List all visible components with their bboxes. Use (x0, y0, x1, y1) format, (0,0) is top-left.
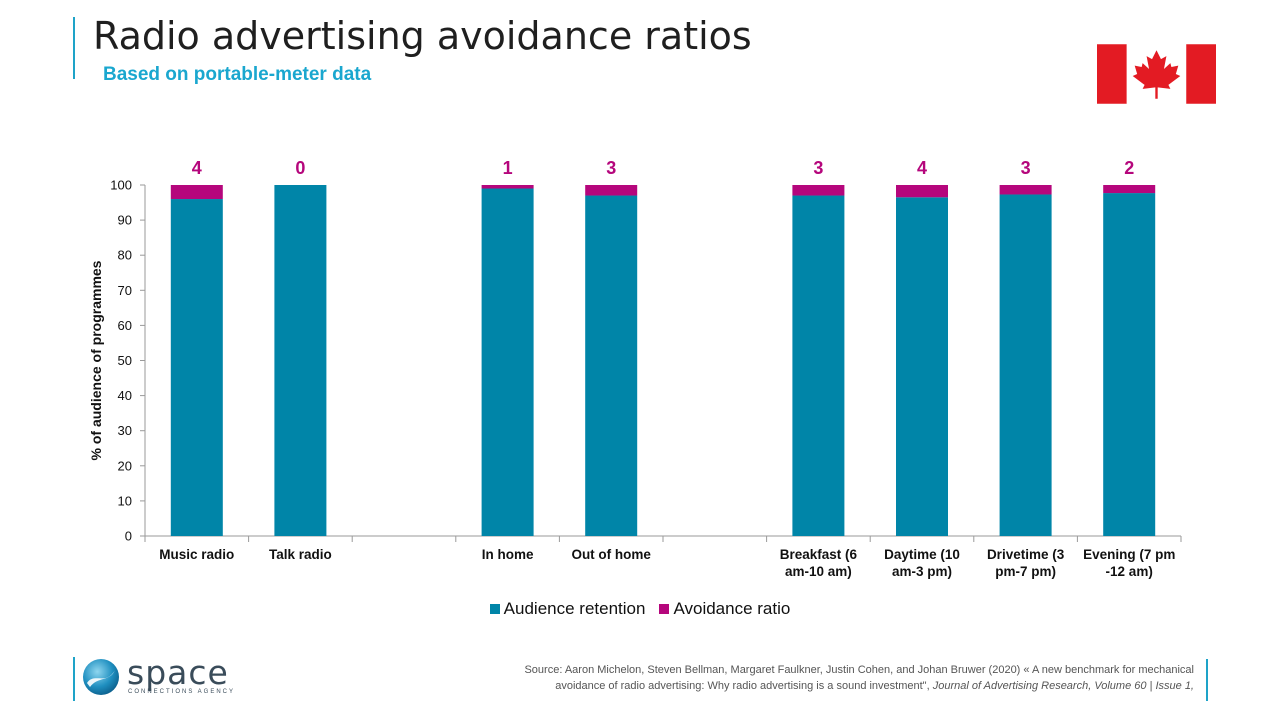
bar-retention (274, 185, 327, 536)
legend-swatch-retention (489, 604, 500, 614)
bar-avoidance (481, 185, 534, 189)
bar-retention (481, 188, 534, 536)
bar-avoidance (999, 185, 1052, 195)
legend-item-avoidance: Avoidance ratio (659, 599, 790, 619)
y-tick-label: 20 (118, 458, 132, 473)
y-tick-label: 90 (118, 213, 132, 228)
y-tick-label: 10 (118, 493, 132, 508)
space-logo: space CONNECTIONS AGENCY (82, 653, 233, 701)
data-label: 3 (1021, 158, 1031, 178)
y-tick-label: 40 (118, 388, 132, 403)
x-tick-label: Out of home (571, 547, 651, 562)
space-logo-icon (83, 659, 119, 695)
x-tick-label: Evening (7 pm (1083, 547, 1175, 562)
x-tick-label: am-3 pm) (892, 564, 952, 579)
canada-flag-icon (1097, 44, 1216, 104)
source-line-2-journal: Journal of Advertising Research, Volume … (932, 680, 1194, 692)
x-tick-label: pm-7 pm) (995, 564, 1056, 579)
logo-wordmark: space (127, 653, 229, 692)
bar-retention (896, 197, 948, 536)
x-tick-label: Talk radio (269, 547, 332, 562)
legend-label-avoidance: Avoidance ratio (673, 599, 791, 618)
y-tick-label: 100 (110, 178, 132, 193)
data-label: 4 (192, 158, 202, 178)
title-accent-bar (73, 17, 75, 79)
bar-avoidance (1103, 185, 1156, 194)
legend-swatch-avoidance (659, 604, 670, 614)
bar-avoidance (792, 185, 845, 196)
logo-tagline: CONNECTIONS AGENCY (128, 689, 236, 695)
source-citation: Source: Aaron Michelon, Steven Bellman, … (524, 662, 1194, 694)
y-tick-label: 50 (118, 353, 132, 368)
x-tick-label: am-10 am) (785, 564, 852, 579)
y-tick-label: 80 (118, 248, 132, 263)
bar-retention (792, 195, 845, 536)
y-tick-label: 0 (125, 529, 132, 544)
page-subtitle: Based on portable-meter data (103, 64, 372, 85)
x-tick-label: Drivetime (3 (987, 547, 1065, 562)
chart-legend: Audience retention Avoidance ratio (0, 599, 1280, 619)
x-tick-label: Music radio (159, 547, 234, 562)
x-tick-label: In home (482, 547, 534, 562)
data-label: 3 (813, 158, 823, 178)
data-label: 1 (503, 158, 513, 178)
bar-avoidance (896, 185, 948, 198)
data-label: 0 (295, 158, 305, 178)
footer-accent-bar (73, 657, 75, 701)
bar-retention (170, 199, 223, 537)
y-tick-label: 30 (118, 423, 132, 438)
source-line-2-plain: avoidance of radio advertising: Why radi… (555, 680, 930, 692)
legend-label-retention: Audience retention (503, 599, 646, 618)
bar-retention (585, 195, 638, 536)
x-tick-label: Daytime (10 (884, 547, 960, 562)
y-tick-label: 60 (118, 318, 132, 333)
bar-avoidance (585, 185, 638, 196)
bar-avoidance (170, 185, 223, 200)
legend-item-retention: Audience retention (489, 599, 646, 619)
source-line-1: Source: Aaron Michelon, Steven Bellman, … (524, 664, 1194, 676)
page-title: Radio advertising avoidance ratios (93, 14, 752, 58)
data-label: 3 (606, 158, 616, 178)
y-tick-label: 70 (118, 283, 132, 298)
data-label: 4 (917, 158, 927, 178)
bar-retention (999, 194, 1052, 537)
source-line-2: avoidance of radio advertising: Why radi… (524, 678, 1194, 694)
bar-retention (1103, 193, 1156, 536)
source-accent-bar (1206, 659, 1208, 701)
y-axis-title: % of audience of programmes (88, 260, 104, 460)
data-label: 2 (1124, 158, 1134, 178)
x-tick-label: -12 am) (1106, 564, 1153, 579)
x-tick-label: Breakfast (6 (780, 547, 858, 562)
